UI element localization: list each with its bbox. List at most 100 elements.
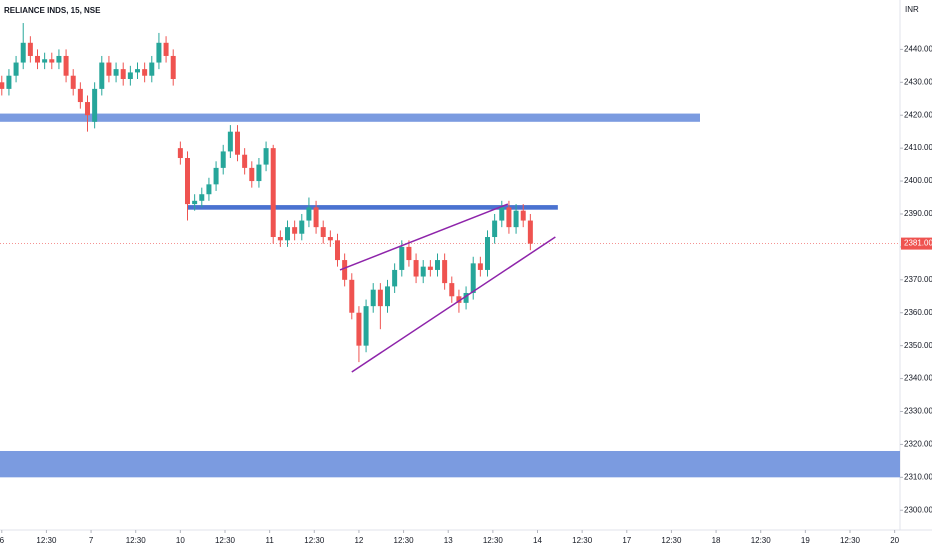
candle-body	[149, 62, 155, 76]
candle-body	[292, 227, 298, 234]
last-price-box	[901, 237, 932, 250]
trendline	[339, 203, 509, 271]
y-tick-label: 2340.00	[904, 374, 932, 383]
candle-body	[135, 69, 140, 73]
y-tick-label: 2330.00	[904, 407, 932, 416]
candle-body	[85, 102, 90, 116]
candle-body	[99, 62, 105, 89]
y-tick-label: 2360.00	[904, 308, 932, 317]
candle-body	[213, 167, 219, 185]
candle-body	[127, 72, 133, 80]
candle-body	[256, 164, 262, 182]
x-tick-label: 7	[89, 536, 94, 545]
candle-body	[520, 210, 526, 221]
price-zone	[187, 205, 558, 210]
chart-title: RELIANCE INDS, 15, NSE	[4, 6, 101, 15]
candle-body	[49, 59, 55, 63]
candle-body	[56, 55, 62, 63]
trendline	[351, 236, 556, 373]
candle-body	[177, 148, 183, 159]
x-tick-label: 12:30	[572, 536, 593, 545]
candle-body	[442, 260, 448, 284]
candle-body	[527, 220, 533, 244]
x-tick-label: 12	[354, 536, 363, 545]
candle-body	[399, 246, 405, 270]
candle-body	[349, 279, 355, 313]
candle-body	[77, 88, 83, 103]
candle-body	[499, 207, 505, 221]
candle-body	[270, 148, 276, 238]
candle-body	[277, 237, 283, 241]
candle-body	[456, 296, 462, 303]
candle-body	[449, 283, 455, 297]
candle-body	[120, 69, 126, 80]
x-tick-label: 10	[176, 536, 185, 545]
candle-body	[506, 207, 512, 228]
x-tick-label: 18	[712, 536, 721, 545]
price-zone	[0, 450, 900, 478]
candle-body	[63, 55, 69, 76]
x-tick-label: 12:30	[215, 536, 236, 545]
x-tick-label: 19	[801, 536, 810, 545]
candle-body	[170, 55, 176, 80]
y-tick-label: 2440.00	[904, 44, 932, 53]
price-zone	[0, 113, 700, 122]
candle-body	[220, 151, 226, 168]
candle-body	[192, 200, 198, 205]
candle-body	[377, 289, 383, 307]
candle-body	[163, 42, 169, 56]
candle-body	[413, 260, 419, 277]
candle-body	[6, 75, 12, 89]
candle-body	[356, 312, 362, 346]
candle-body	[92, 88, 98, 122]
x-tick-label: 17	[622, 536, 631, 545]
y-tick-label: 2420.00	[904, 110, 932, 119]
x-tick-label: 14	[533, 536, 542, 545]
candle-body	[242, 154, 248, 168]
candle-body	[113, 69, 119, 76]
candle-body	[235, 131, 240, 155]
candle-body	[477, 263, 483, 270]
y-tick-label: 2300.00	[904, 505, 932, 514]
candle-body	[206, 184, 212, 195]
candle-body	[13, 62, 19, 76]
x-tick-label: 12:30	[483, 536, 504, 545]
candle-body	[20, 42, 26, 63]
candle-body	[263, 148, 269, 165]
candle-body	[185, 158, 190, 205]
candle-body	[406, 246, 412, 261]
x-tick-label: 11	[265, 536, 274, 545]
y-tick-label: 2310.00	[904, 472, 932, 481]
candle-body	[299, 220, 305, 234]
candle-body	[363, 306, 369, 346]
y-tick-label: 2320.00	[904, 440, 932, 449]
x-tick-label: 12:30	[394, 536, 415, 545]
x-tick-label: 13	[444, 536, 453, 545]
candle-body	[199, 194, 205, 201]
candle-body	[285, 227, 290, 241]
last-price-label: 2381.00	[904, 239, 932, 248]
candle-body	[156, 42, 162, 63]
x-tick-label: 12:30	[751, 536, 772, 545]
candle-body	[342, 260, 348, 280]
y-tick-label: 2410.00	[904, 143, 932, 152]
y-tick-label: 2430.00	[904, 77, 932, 86]
x-tick-label: 12:30	[840, 536, 861, 545]
candle-body	[463, 292, 469, 303]
candle-body	[385, 286, 390, 307]
candle-body	[470, 263, 476, 293]
candle-body	[227, 131, 233, 152]
candle-body	[306, 207, 312, 221]
x-tick-label: 12:30	[126, 536, 147, 545]
candle-body	[427, 266, 433, 270]
candle-body	[320, 227, 326, 238]
x-tick-label: 12:30	[661, 536, 682, 545]
x-tick-label: 12:30	[36, 536, 57, 545]
x-tick-label: 6	[0, 536, 5, 545]
y-tick-label: 2350.00	[904, 341, 932, 350]
y-tick-label: 2390.00	[904, 209, 932, 218]
y-tick-label: 2370.00	[904, 275, 932, 284]
candle-body	[420, 266, 426, 277]
candle-body	[0, 82, 5, 89]
